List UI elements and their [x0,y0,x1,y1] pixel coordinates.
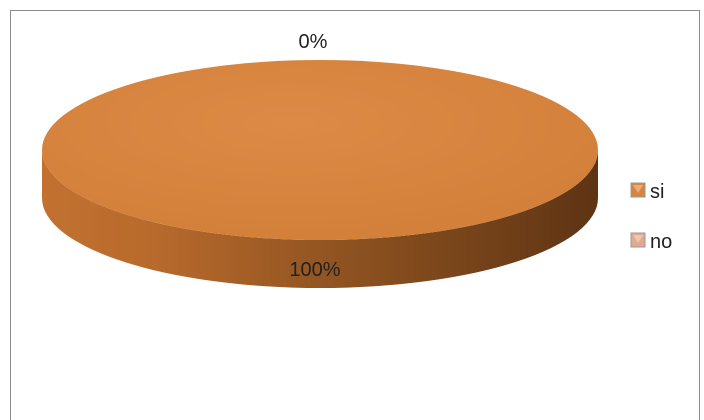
legend-swatch-no-icon [633,235,643,243]
legend-swatch-si [630,182,646,198]
legend: si no [630,181,672,253]
legend-label-si: si [650,181,664,203]
data-label-si: 100% [289,259,340,281]
slice-si [42,60,598,240]
slice-si-side [42,150,598,288]
legend-swatch-si-icon [633,185,643,193]
legend-label-no: no [650,231,672,253]
legend-item-si: si [630,181,664,203]
legend-item-no: no [630,231,672,253]
data-label-no: 0% [299,31,328,53]
legend-swatch-no [630,232,646,248]
chart-frame [10,10,700,420]
